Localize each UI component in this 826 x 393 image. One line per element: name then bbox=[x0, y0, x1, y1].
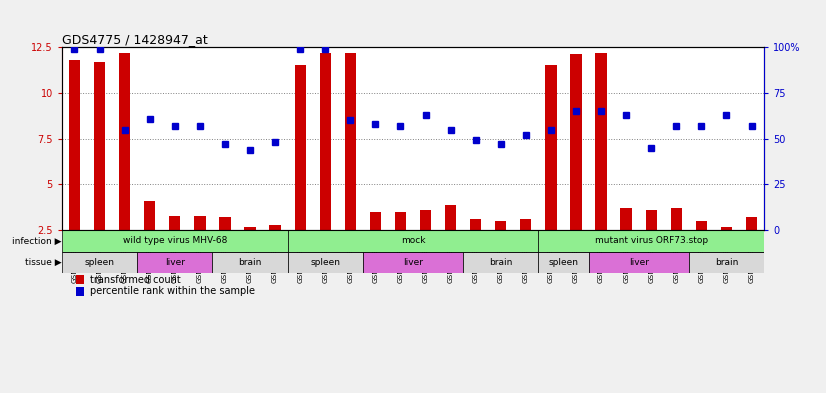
Text: GDS4775 / 1428947_at: GDS4775 / 1428947_at bbox=[62, 33, 207, 46]
Bar bbox=[69, 60, 80, 230]
Bar bbox=[596, 53, 607, 230]
Text: liver: liver bbox=[403, 258, 423, 267]
Bar bbox=[539, 230, 764, 252]
Bar bbox=[470, 219, 482, 230]
Bar bbox=[320, 53, 331, 230]
Text: brain: brain bbox=[239, 258, 262, 267]
Text: brain: brain bbox=[714, 258, 738, 267]
Text: spleen: spleen bbox=[84, 258, 115, 267]
Bar bbox=[620, 208, 632, 230]
Bar bbox=[76, 287, 84, 296]
Text: liver: liver bbox=[629, 258, 648, 267]
Text: mock: mock bbox=[401, 237, 425, 246]
Bar bbox=[269, 225, 281, 230]
Bar bbox=[287, 230, 539, 252]
Bar bbox=[76, 275, 84, 284]
Bar bbox=[344, 53, 356, 230]
Bar bbox=[646, 210, 657, 230]
Text: brain: brain bbox=[489, 258, 512, 267]
Bar bbox=[520, 219, 531, 230]
Text: mutant virus ORF73.stop: mutant virus ORF73.stop bbox=[595, 237, 708, 246]
Bar bbox=[570, 55, 582, 230]
Text: tissue ▶: tissue ▶ bbox=[25, 258, 61, 267]
Text: spleen: spleen bbox=[311, 258, 340, 267]
Bar bbox=[420, 210, 431, 230]
Bar bbox=[137, 252, 212, 274]
Bar bbox=[119, 53, 131, 230]
Bar bbox=[545, 66, 557, 230]
Bar bbox=[219, 217, 230, 230]
Text: liver: liver bbox=[165, 258, 185, 267]
Bar bbox=[194, 215, 206, 230]
Bar bbox=[363, 252, 463, 274]
Bar bbox=[370, 212, 381, 230]
Bar bbox=[94, 62, 105, 230]
Bar bbox=[495, 221, 506, 230]
Text: infection ▶: infection ▶ bbox=[12, 237, 61, 246]
Text: percentile rank within the sample: percentile rank within the sample bbox=[90, 286, 255, 296]
Text: wild type virus MHV-68: wild type virus MHV-68 bbox=[122, 237, 227, 246]
Bar bbox=[689, 252, 764, 274]
Bar bbox=[295, 66, 306, 230]
Bar bbox=[695, 221, 707, 230]
Bar bbox=[62, 252, 137, 274]
Text: spleen: spleen bbox=[548, 258, 578, 267]
Bar bbox=[445, 204, 456, 230]
Bar bbox=[588, 252, 689, 274]
Bar bbox=[721, 226, 732, 230]
Text: transformed count: transformed count bbox=[90, 275, 181, 285]
Bar bbox=[62, 230, 287, 252]
Bar bbox=[169, 215, 180, 230]
Bar bbox=[463, 252, 539, 274]
Bar bbox=[287, 252, 363, 274]
Bar bbox=[746, 217, 757, 230]
Bar bbox=[144, 201, 155, 230]
Bar bbox=[395, 212, 406, 230]
Bar bbox=[212, 252, 287, 274]
Bar bbox=[671, 208, 682, 230]
Bar bbox=[244, 226, 256, 230]
Bar bbox=[539, 252, 588, 274]
